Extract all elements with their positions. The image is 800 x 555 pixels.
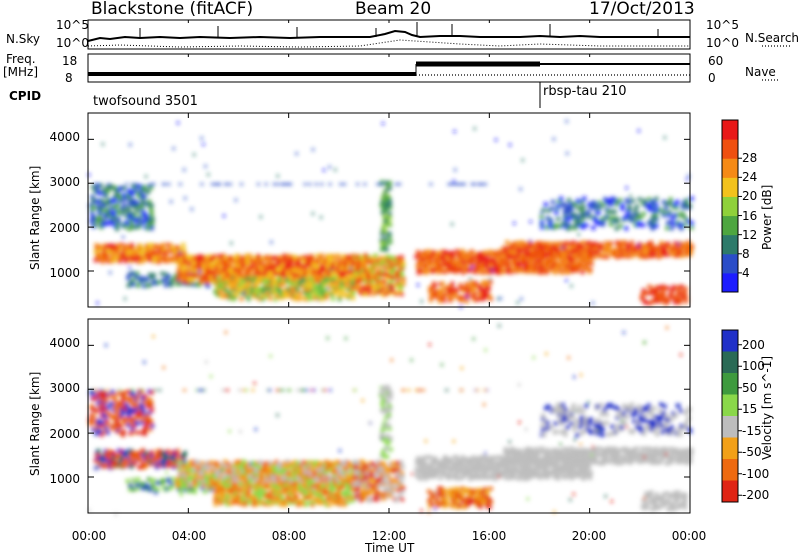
- velocity-cbar-tick-label: 15: [742, 403, 757, 415]
- nsearch-trace: [88, 40, 690, 47]
- power-ytick-1000: 1000: [40, 266, 80, 280]
- power-cbar-tick-label: 24: [742, 171, 757, 183]
- velocity-cbar-tick-label: -200: [742, 489, 769, 501]
- velocity-cbar-tick-label: 50: [742, 382, 757, 394]
- xtick-5: 20:00: [564, 529, 614, 543]
- velocity-panel: [88, 319, 694, 516]
- power-panel: [88, 113, 694, 308]
- xlabel: Time UT: [365, 542, 414, 554]
- power-cbar-tick-label: 12: [742, 229, 757, 241]
- power-cbar-swatch: [722, 177, 738, 197]
- velocity-cbar-swatch: [722, 373, 738, 395]
- velocity-colorbar: [722, 330, 738, 503]
- nsky-panel: [88, 20, 690, 49]
- velocity-cbar-swatch: [722, 481, 738, 503]
- power-ytick-2000: 2000: [40, 221, 80, 235]
- power-cbar-swatch: [722, 235, 738, 255]
- power-cbar-swatch: [722, 120, 738, 140]
- xtick-1: 04:00: [164, 529, 214, 543]
- velocity-cbar-swatch: [722, 330, 738, 352]
- velocity-cbar-tick-label: -50: [742, 446, 762, 458]
- power-cbar-tick-label: 20: [742, 190, 757, 202]
- power-cbar-swatch: [722, 254, 738, 274]
- power-ytick-4000: 4000: [40, 130, 80, 144]
- velocity-cbar-tick-label: 100: [742, 360, 765, 372]
- power-ylabel: Slant Range [km]: [28, 160, 42, 270]
- power-colorbar: [722, 120, 738, 293]
- power-cbar-label: Power [dB]: [760, 185, 774, 250]
- vel-ytick-4000: 4000: [40, 336, 80, 350]
- power-cbar-swatch: [722, 158, 738, 178]
- freq-panel: [88, 54, 690, 82]
- power-cbar-swatch: [722, 196, 738, 216]
- power-cbar-tick-label: 16: [742, 210, 757, 222]
- velocity-cbar-swatch: [722, 352, 738, 374]
- velocity-cbar-swatch: [722, 459, 738, 481]
- power-ytick-3000: 3000: [40, 175, 80, 189]
- vel-ytick-1000: 1000: [40, 472, 80, 486]
- vel-ytick-2000: 2000: [40, 427, 80, 441]
- power-cbar-tick-label: 4: [742, 267, 750, 279]
- velocity-cbar-tick-label: 200: [742, 339, 765, 351]
- xtick-4: 16:00: [464, 529, 514, 543]
- vel-ytick-3000: 3000: [40, 381, 80, 395]
- power-cbar-tick-label: 8: [742, 248, 750, 260]
- velocity-cbar-swatch: [722, 416, 738, 438]
- power-cbar-swatch: [722, 273, 738, 293]
- xtick-0: 00:00: [64, 529, 114, 543]
- power-cbar-swatch: [722, 139, 738, 159]
- velocity-cbar-tick-label: -100: [742, 468, 769, 480]
- nsky-trace: [88, 31, 690, 41]
- velocity-cbar-swatch: [722, 395, 738, 417]
- velocity-cbar-tick-label: -15: [742, 425, 762, 437]
- xtick-6: 00:00: [664, 529, 714, 543]
- xtick-2: 08:00: [264, 529, 314, 543]
- power-cbar-swatch: [722, 216, 738, 236]
- vel-ylabel: Slant Range [km]: [28, 366, 42, 476]
- velocity-cbar-swatch: [722, 438, 738, 460]
- power-cbar-tick-label: 28: [742, 152, 757, 164]
